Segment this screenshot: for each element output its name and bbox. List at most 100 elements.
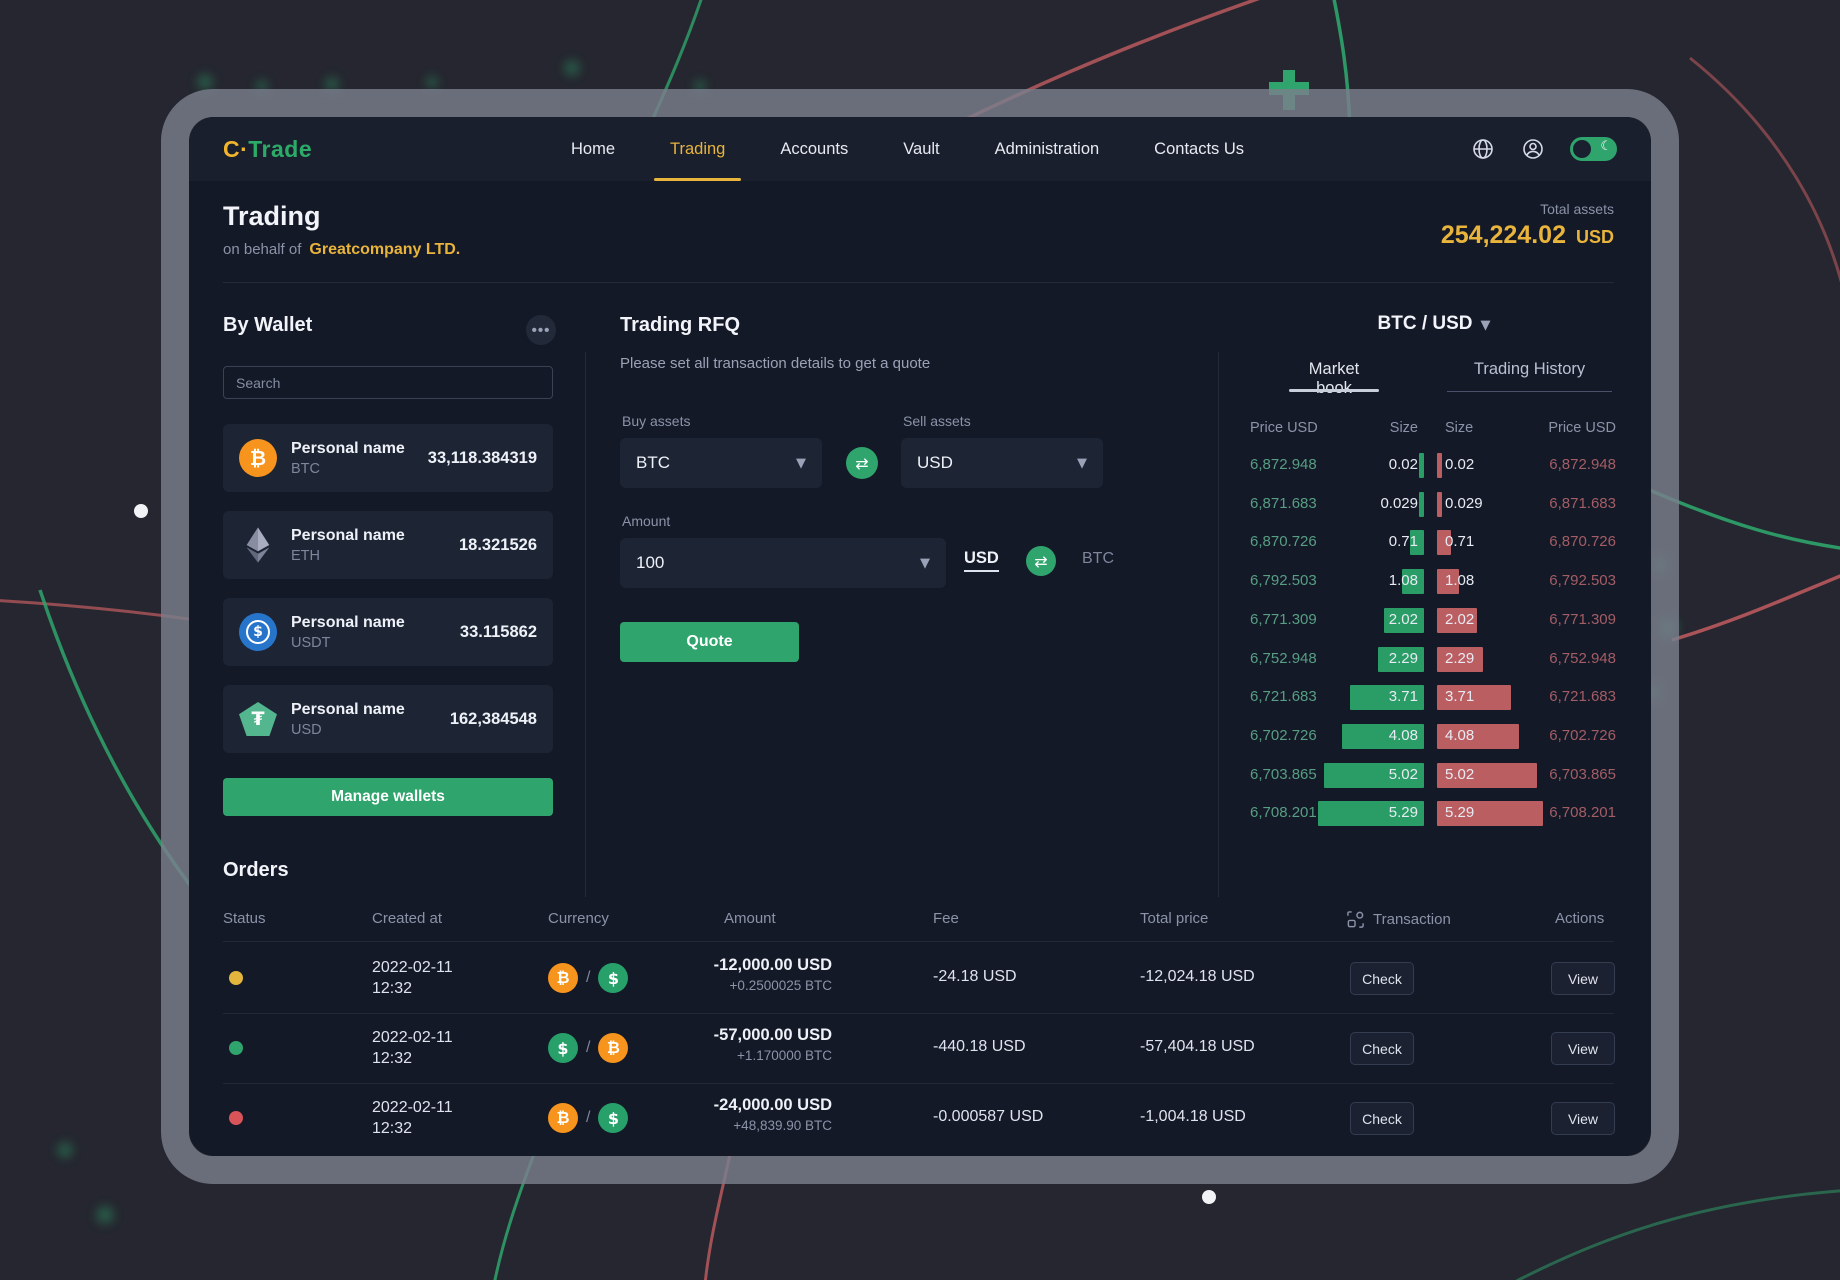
- ask-size: 5.02: [1445, 765, 1475, 783]
- bid-price: 6,702.726: [1250, 726, 1317, 744]
- tab-trading-history[interactable]: Trading History: [1473, 360, 1586, 378]
- bid-price: 6,721.683: [1250, 688, 1317, 706]
- bitcoin-icon: ₿: [598, 1033, 629, 1063]
- buy-assets-label: Buy assets: [622, 413, 691, 429]
- ask-size: 0.02: [1445, 456, 1475, 473]
- check-transaction-button[interactable]: Check: [1350, 1102, 1414, 1135]
- ask-price: 6,752.948: [1549, 649, 1616, 667]
- wallet-panel-title: By Wallet: [223, 314, 313, 336]
- bid-size: 5.29: [1388, 804, 1418, 822]
- table-divider: [223, 941, 1614, 942]
- bitcoin-icon: ₿: [548, 1103, 578, 1133]
- navbar: C· Trade Home Trading Accounts Vault Administ…: [189, 117, 1651, 181]
- nav-item-trading[interactable]: Trading: [653, 117, 742, 181]
- wallet-card-btc[interactable]: ₿ Personal name BTC 33,118.384319: [223, 424, 553, 492]
- tablet-frame: C· Trade Home Trading Accounts Vault Administ…: [161, 89, 1679, 1184]
- order-book-row[interactable]: 6,870.726 0.71 0.71 6,870.726: [1250, 529, 1616, 557]
- dollar-icon: $: [598, 963, 629, 993]
- ask-size-bar: [1437, 685, 1511, 711]
- tab-market-book[interactable]: Market book: [1308, 360, 1360, 397]
- orders-column-currency: Currency: [548, 910, 609, 927]
- status-badge: [229, 971, 243, 985]
- swap-arrows-icon: ⇄: [1034, 551, 1048, 571]
- order-currency-pair: ₿ / $: [548, 963, 629, 993]
- pair-select[interactable]: BTC / USD ▼: [1289, 313, 1579, 335]
- wallet-card-usdt[interactable]: $ Personal name USDT 33.115862: [223, 598, 553, 666]
- order-book-row[interactable]: 6,708.201 5.29 5.29 6,708.201: [1250, 800, 1616, 828]
- nav-item-contacts-us[interactable]: Contacts Us: [1154, 139, 1245, 158]
- dollar-icon: $: [548, 1033, 578, 1063]
- amount-select[interactable]: 100 ▼: [620, 538, 946, 588]
- bid-price: 6,871.683: [1250, 494, 1317, 512]
- swap-unit-button[interactable]: ⇄: [1026, 546, 1056, 576]
- orders-column-amount: Amount: [724, 910, 776, 927]
- chevron-down-icon: ▼: [1077, 455, 1087, 471]
- order-book-row[interactable]: 6,752.948 2.29 2.29 6,752.948: [1250, 646, 1616, 674]
- bid-size: 2.29: [1388, 649, 1418, 667]
- ask-size-bar: [1437, 723, 1519, 749]
- bid-price: 6,870.726: [1250, 533, 1317, 551]
- order-total-price: -1,004.18 USD: [1140, 1108, 1246, 1125]
- manage-wallets-button[interactable]: Manage wallets: [223, 778, 553, 816]
- header-divider: [223, 282, 1614, 283]
- company-name[interactable]: Greatcompany LTD.: [309, 241, 461, 258]
- orders-column-fee: Fee: [933, 910, 959, 927]
- user-profile-icon[interactable]: [1520, 136, 1546, 162]
- ask-size: 4.08: [1445, 726, 1475, 744]
- order-row: 2022-02-11 12:32 $ / ₿ -57,000.00 USD +1.17…: [189, 1013, 1651, 1083]
- order-book-row[interactable]: 6,872.948 0.02 0.02 6,872.948: [1250, 452, 1616, 480]
- language-globe-icon[interactable]: [1470, 136, 1496, 162]
- buy-asset-select[interactable]: BTC ▼: [620, 438, 822, 488]
- bid-size-bar: [1342, 723, 1424, 749]
- order-book-row[interactable]: 6,871.683 0.029 0.029 6,871.683: [1250, 491, 1616, 519]
- check-transaction-button[interactable]: Check: [1350, 1032, 1414, 1065]
- ask-size-bar: [1437, 607, 1477, 633]
- order-book-row[interactable]: 6,721.683 3.71 3.71 6,721.683: [1250, 684, 1616, 712]
- order-amount: -12,000.00 USD: [713, 956, 832, 974]
- order-book-row[interactable]: 6,771.309 2.02 2.02 6,771.309: [1250, 607, 1616, 635]
- bid-price: 6,752.948: [1250, 649, 1317, 667]
- check-transaction-button[interactable]: Check: [1350, 962, 1414, 995]
- bid-size: 2.02: [1388, 610, 1418, 628]
- order-row: 2022-02-11 12:32 ₿ / $ -24,000.00 USD +48,8…: [189, 1083, 1651, 1153]
- amount-unit-usd[interactable]: USD: [964, 549, 999, 572]
- order-row: 2022-02-11 12:32 ₿ / $ -12,000.00 USD +0.25…: [189, 943, 1651, 1013]
- view-order-button[interactable]: View: [1551, 1032, 1615, 1065]
- order-book-row[interactable]: 6,792.503 1.08 1.08 6,792.503: [1250, 568, 1616, 596]
- bid-size: 0.029: [1380, 494, 1418, 512]
- quote-button[interactable]: Quote: [620, 622, 799, 662]
- view-order-button[interactable]: View: [1551, 962, 1615, 995]
- wallet-card-usd[interactable]: ₮ Personal name USD 162,384548: [223, 685, 553, 753]
- view-order-button[interactable]: View: [1551, 1102, 1615, 1135]
- sell-asset-select[interactable]: USD ▼: [901, 438, 1103, 488]
- wallet-card-eth[interactable]: Personal name ETH 18.321526: [223, 511, 553, 579]
- wallet-menu-button[interactable]: •••: [526, 315, 556, 345]
- bid-price: 6,703.865: [1250, 765, 1317, 783]
- wallet-search-input[interactable]: [223, 366, 553, 399]
- dollar-icon: $: [598, 1103, 629, 1133]
- ask-size: 5.29: [1445, 804, 1475, 822]
- nav-item-accounts[interactable]: Accounts: [780, 139, 849, 158]
- wallet-amount: 33,118.384319: [427, 448, 537, 467]
- bid-size-bar: [1402, 569, 1424, 595]
- nav-item-home[interactable]: Home: [571, 139, 616, 158]
- order-book-row[interactable]: 6,703.865 5.02 5.02 6,703.865: [1250, 762, 1616, 790]
- column-size-left: Size: [1389, 420, 1418, 436]
- ask-size: 1.08: [1445, 572, 1475, 590]
- nav-item-administration[interactable]: Administration: [994, 139, 1100, 158]
- theme-toggle[interactable]: ☾: [1570, 137, 1617, 161]
- bid-size-bar: [1384, 607, 1424, 633]
- orders-column-total-price: Total price: [1140, 910, 1209, 927]
- app-logo: C· Trade: [223, 117, 312, 181]
- order-created-at: 2022-02-11 12:32: [372, 1099, 453, 1137]
- swap-assets-button[interactable]: ⇄: [846, 447, 878, 479]
- total-assets-currency: USD: [1575, 227, 1614, 247]
- total-assets-value: 254,224.02 USD: [1441, 221, 1614, 250]
- slash-separator: /: [586, 1039, 591, 1056]
- wallet-name: Personal name: [291, 700, 405, 718]
- nav-item-vault[interactable]: Vault: [903, 139, 940, 158]
- amount-unit-btc[interactable]: BTC: [1082, 550, 1114, 567]
- bid-size-bar: [1410, 530, 1424, 556]
- bid-size-bar: [1324, 762, 1424, 788]
- order-book-row[interactable]: 6,702.726 4.08 4.08 6,702.726: [1250, 723, 1616, 751]
